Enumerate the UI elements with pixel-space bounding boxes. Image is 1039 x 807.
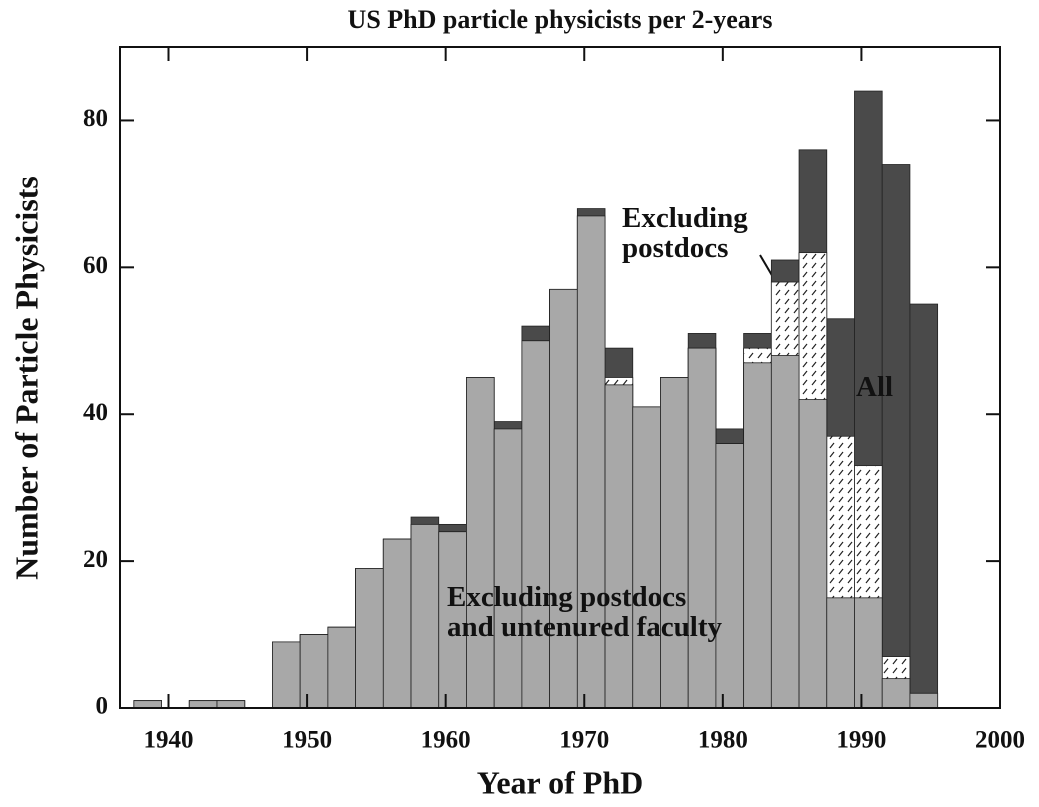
x-tick-label: 1960: [421, 727, 471, 754]
x-tick-label: 1980: [698, 727, 748, 754]
bar: [576, 215, 606, 709]
x-axis-label: Year of PhD: [477, 764, 644, 800]
bar: [854, 597, 883, 709]
x-tick-label: 2000: [975, 727, 1025, 754]
bar: [188, 700, 218, 709]
bar: [216, 700, 246, 709]
bar: [826, 597, 855, 709]
plot-frame: [119, 46, 1001, 709]
bar: [410, 523, 440, 709]
bar: [715, 443, 745, 709]
bar: [881, 678, 911, 709]
bar: [466, 377, 495, 709]
bar: [299, 634, 329, 709]
bar: [743, 362, 772, 709]
bar: [382, 538, 412, 709]
bar: [272, 641, 301, 709]
bar: [909, 303, 939, 709]
series-label: All: [856, 371, 894, 403]
series-label: Excluding postdocs and untenured faculty: [447, 581, 723, 643]
bar: [798, 399, 828, 709]
bar: [687, 347, 717, 709]
y-tick-label: 20: [83, 546, 108, 573]
bar: [438, 531, 467, 709]
bar: [355, 568, 384, 709]
bar: [770, 355, 800, 709]
bar: [549, 288, 578, 709]
x-tick-label: 1940: [144, 727, 194, 754]
bar: [881, 164, 911, 709]
bar: [493, 428, 523, 709]
y-tick-label: 80: [83, 105, 108, 132]
y-tick-label: 40: [83, 399, 108, 426]
bar: [327, 626, 356, 709]
series-label: Excluding postdocs: [622, 202, 748, 264]
chart-title: US PhD particle physicists per 2-years: [348, 5, 773, 34]
bar: [521, 340, 551, 709]
bar: [604, 384, 634, 709]
y-tick-label: 60: [83, 252, 108, 279]
bar: [133, 700, 162, 709]
x-tick-label: 1970: [559, 727, 609, 754]
x-tick-label: 1950: [282, 727, 332, 754]
y-axis-label: Number of Particle Physicists: [8, 176, 44, 580]
bar: [660, 377, 689, 709]
bar: [632, 406, 661, 709]
y-tick-label: 0: [96, 693, 109, 720]
bar: [909, 692, 939, 709]
x-tick-label: 1990: [836, 727, 886, 754]
